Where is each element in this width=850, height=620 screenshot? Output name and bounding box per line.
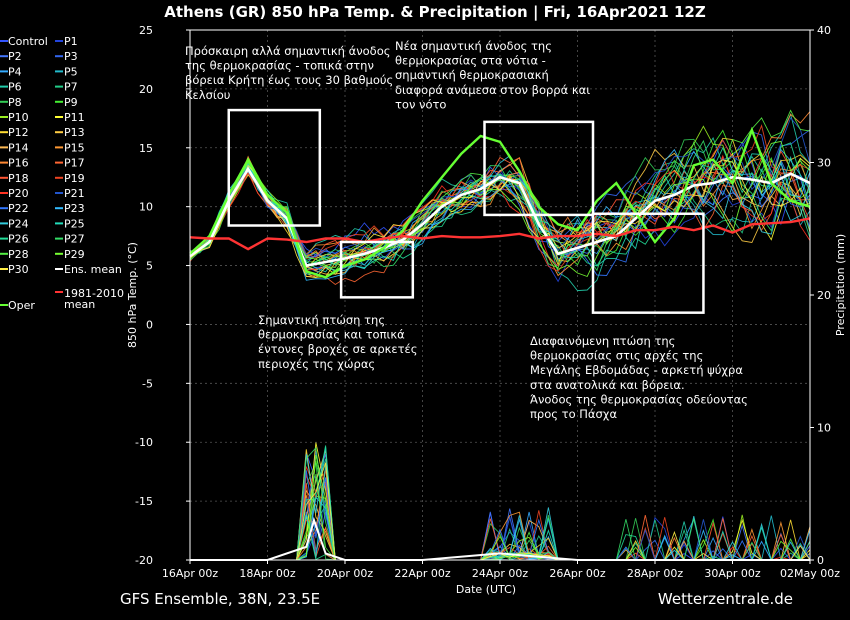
legend-label-control: Control bbox=[8, 35, 48, 48]
annotation-box-1 bbox=[227, 108, 322, 227]
member-line-p30 bbox=[189, 159, 811, 279]
legend-label-oper: Oper bbox=[8, 299, 35, 312]
legend-label-p20: P20 bbox=[8, 187, 29, 200]
legend-label-p21: P21 bbox=[64, 187, 85, 200]
legend-label-p6: P6 bbox=[8, 81, 22, 94]
annotations: Πρόσκαιρη αλλά σημαντική άνοδος της θερμο… bbox=[185, 39, 748, 421]
annotation-text-1: Πρόσκαιρη αλλά σημαντική άνοδος της θερμο… bbox=[185, 44, 393, 102]
x-tick-label: 22Apr 00z bbox=[394, 567, 451, 580]
legend-label-p27: P27 bbox=[64, 233, 85, 246]
y-tick-label: 25 bbox=[139, 24, 153, 37]
axes: 25 20 15 10 5 0 -5 -10 -15 -20 40 30 20 10 0 16Apr 00z 1… bbox=[135, 24, 840, 580]
legend-label-p28: P28 bbox=[8, 248, 29, 261]
y2-tick-label: 20 bbox=[817, 289, 831, 302]
y-tick-label: 15 bbox=[139, 142, 153, 155]
x-tick-label: 18Apr 00z bbox=[239, 567, 296, 580]
legend-label-p10: P10 bbox=[8, 111, 29, 124]
x-tick-label: 26Apr 00z bbox=[549, 567, 606, 580]
legend-label-p17: P17 bbox=[64, 157, 85, 170]
legend-label-p22: P22 bbox=[8, 202, 29, 215]
x-tick-label: 20Apr 00z bbox=[317, 567, 374, 580]
annotation-box-3 bbox=[483, 120, 595, 217]
legend-label-p16: P16 bbox=[8, 157, 29, 170]
y-tick-label: -15 bbox=[135, 495, 153, 508]
annotation-boxes bbox=[227, 108, 705, 314]
legend: Control P2 P4 P6 P8 P10 P12 P14 P16 P18 P20 P22 P24 P… bbox=[0, 35, 124, 312]
legend-label-p5: P5 bbox=[64, 65, 78, 78]
legend-label-p7: P7 bbox=[64, 81, 78, 94]
legend-label-p11: P11 bbox=[64, 111, 85, 124]
legend-label-p1: P1 bbox=[64, 35, 78, 48]
legend-label-ens-mean: Ens. mean bbox=[64, 263, 122, 276]
legend-label-p8: P8 bbox=[8, 96, 22, 109]
legend-label-p13: P13 bbox=[64, 126, 85, 139]
legend-label-p25: P25 bbox=[64, 217, 85, 230]
x-tick-label: 24Apr 00z bbox=[472, 567, 529, 580]
annotation-text-2: Νέα σημαντική άνοδος της θερμοκρασίας στα… bbox=[395, 39, 590, 111]
annotation-box-2 bbox=[339, 240, 415, 299]
legend-label-p9: P9 bbox=[64, 96, 78, 109]
chart-title: Athens (GR) 850 hPa Temp. & Precipitatio… bbox=[164, 3, 706, 22]
temperature-series bbox=[189, 109, 811, 292]
legend-label-p14: P14 bbox=[8, 141, 29, 154]
y-tick-label: -10 bbox=[135, 436, 153, 449]
y2-tick-label: 0 bbox=[817, 554, 824, 567]
annotation-box-4 bbox=[591, 212, 705, 314]
annotation-text-3: Σημαντική πτώση της θερμοκρασίας και τοπι… bbox=[258, 313, 418, 371]
x-tick-label: 28Apr 00z bbox=[627, 567, 684, 580]
legend-label-p4: P4 bbox=[8, 65, 22, 78]
x-tick-label: 30Apr 00z bbox=[704, 567, 761, 580]
legend-label-p30: P30 bbox=[8, 263, 29, 276]
legend-label-p26: P26 bbox=[8, 233, 29, 246]
legend-label-p2: P2 bbox=[8, 50, 22, 63]
y-axis-label: 850 hPa Temp. (°C) bbox=[126, 242, 139, 348]
y2-tick-label: 10 bbox=[817, 422, 831, 435]
series-line-oper bbox=[189, 126, 811, 279]
legend-label-p3: P3 bbox=[64, 50, 78, 63]
annotation-text-4: Διαφαινόμενη πτώση της θερμοκρασίας στις … bbox=[530, 334, 748, 421]
legend-label-p12: P12 bbox=[8, 126, 29, 139]
member-line-p26 bbox=[189, 142, 811, 267]
x-axis-label: Date (UTC) bbox=[456, 583, 516, 596]
y-tick-label: 5 bbox=[146, 260, 153, 273]
legend-label-p29: P29 bbox=[64, 248, 85, 261]
legend-label-p15: P15 bbox=[64, 141, 85, 154]
legend-label-climatology: 1981-2010 mean bbox=[64, 287, 124, 311]
y-tick-label: -20 bbox=[135, 554, 153, 567]
footer-source: Wetterzentrale.de bbox=[658, 590, 793, 608]
footer-model-info: GFS Ensemble, 38N, 23.5E bbox=[120, 590, 320, 608]
legend-label-p24: P24 bbox=[8, 217, 29, 230]
x-tick-label: 02May 00z bbox=[780, 567, 840, 580]
legend-label-p19: P19 bbox=[64, 172, 85, 185]
y-tick-label: 20 bbox=[139, 83, 153, 96]
legend-label-p18: P18 bbox=[8, 172, 29, 185]
x-tick-label: 16Apr 00z bbox=[162, 567, 219, 580]
y2-tick-label: 30 bbox=[817, 157, 831, 170]
y-tick-label: -5 bbox=[142, 377, 153, 390]
legend-label-p23: P23 bbox=[64, 202, 85, 215]
y-tick-label: 0 bbox=[146, 318, 153, 331]
y2-axis-label: Precipitation (mm) bbox=[834, 234, 847, 336]
y-tick-label: 10 bbox=[139, 201, 153, 214]
y2-tick-label: 40 bbox=[817, 24, 831, 37]
series-line-1981-2010-mean bbox=[189, 217, 811, 251]
